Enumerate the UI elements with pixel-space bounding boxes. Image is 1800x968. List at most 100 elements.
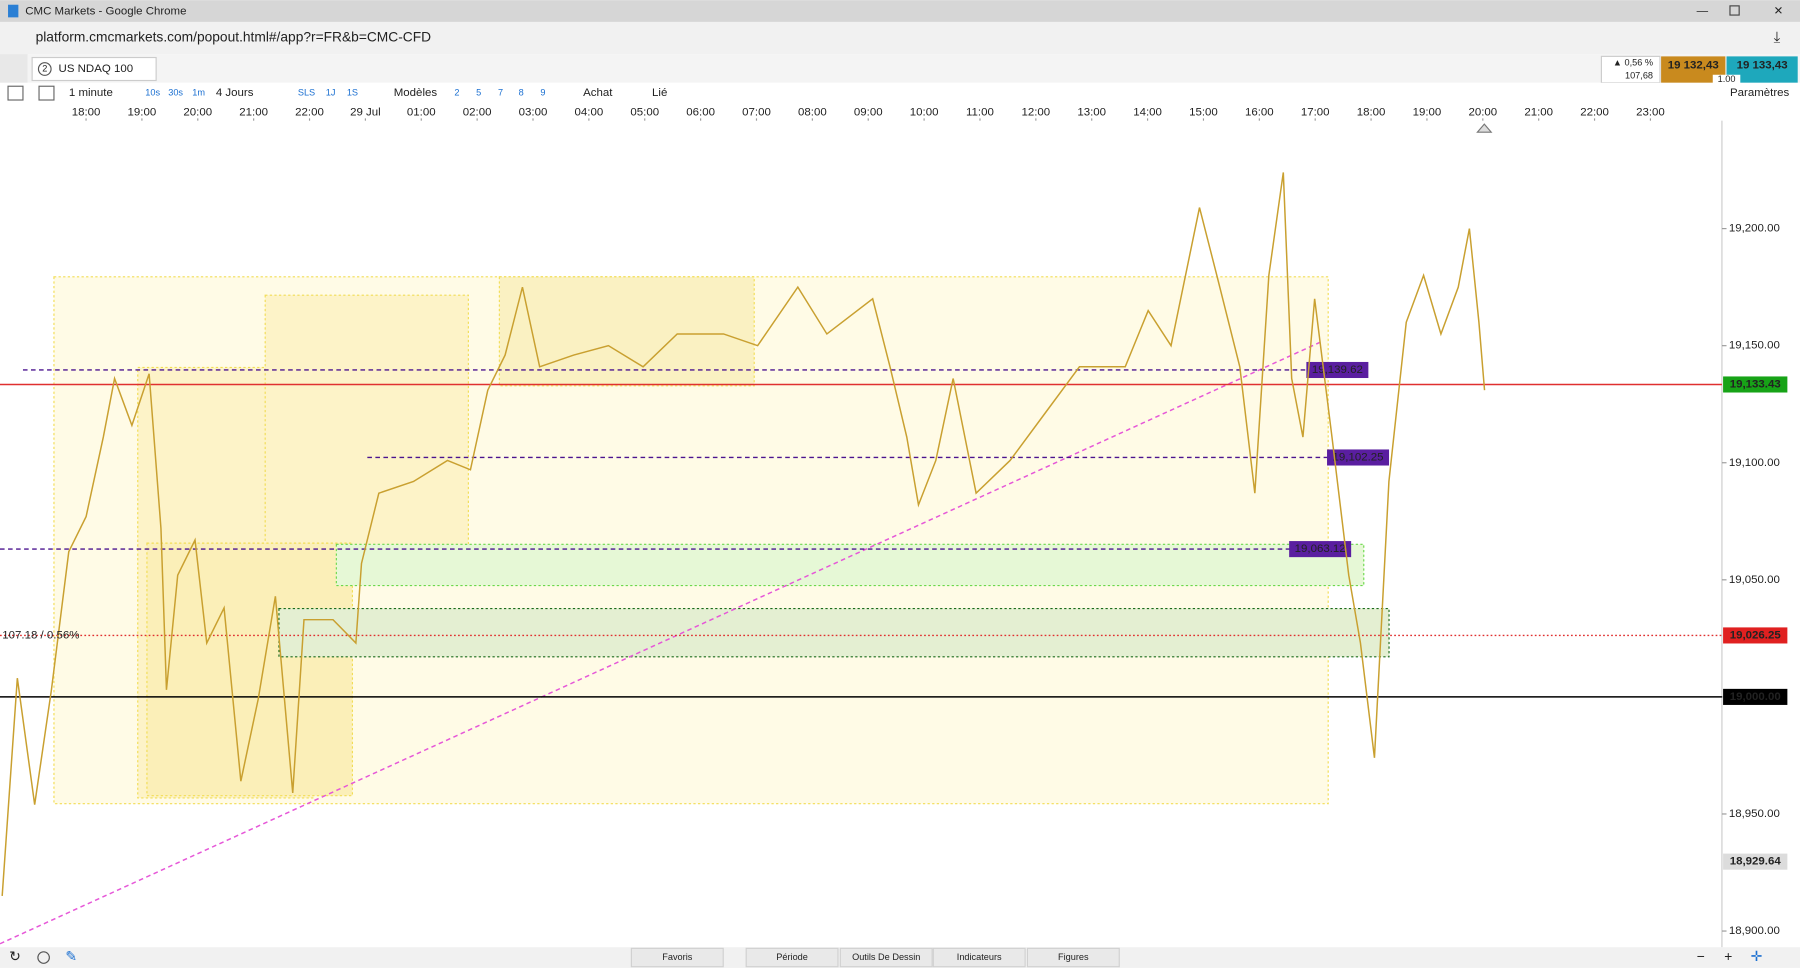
tab[interactable] bbox=[1026, 947, 1120, 968]
buy-price: 19 133,43 bbox=[1737, 60, 1788, 72]
tab-label[interactable]: Outils De Dessin bbox=[852, 952, 920, 962]
toolbar-button[interactable]: 8 bbox=[519, 88, 524, 98]
minimize[interactable]: — bbox=[1697, 6, 1709, 18]
interval[interactable]: 1 minute bbox=[69, 87, 113, 99]
toolbar-button[interactable]: 5 bbox=[476, 88, 481, 98]
x-tick-label: 15:00 bbox=[1189, 107, 1218, 119]
buy-mode[interactable]: Achat bbox=[583, 87, 613, 99]
tab-label[interactable]: Indicateurs bbox=[957, 952, 1002, 962]
link[interactable]: Lié bbox=[652, 87, 667, 99]
url[interactable]: platform.cmcmarkets.com/popout.html#/app… bbox=[36, 30, 432, 45]
toolbar-button[interactable]: SLS bbox=[298, 88, 315, 98]
toolbar-button[interactable]: 10s bbox=[145, 88, 160, 98]
tab[interactable] bbox=[745, 947, 839, 968]
toolbar-button[interactable]: 9 bbox=[540, 88, 545, 98]
list-icon[interactable] bbox=[7, 85, 24, 101]
y-tick-label: 18,900.00 bbox=[1729, 925, 1780, 937]
menu[interactable] bbox=[0, 54, 28, 83]
change: ▲ 0,56 % bbox=[1613, 58, 1653, 68]
level-tag bbox=[1306, 361, 1369, 379]
instrument-number: 2 bbox=[42, 63, 47, 73]
x-tick-label: 10:00 bbox=[910, 107, 939, 119]
address-bar bbox=[0, 21, 1800, 55]
x-tick-label: 06:00 bbox=[686, 107, 715, 119]
templates[interactable]: Modèles bbox=[394, 87, 438, 99]
x-tick-label: 05:00 bbox=[630, 107, 659, 119]
period[interactable]: 4 Jours bbox=[216, 87, 254, 99]
level-tag-label: 19,102.25 bbox=[1333, 452, 1384, 464]
axis-marker-label: 18,929.64 bbox=[1730, 856, 1782, 868]
x-tick-label: 18:00 bbox=[72, 107, 101, 119]
x-tick-label: 09:00 bbox=[854, 107, 883, 119]
crosshair[interactable]: ✛ bbox=[1751, 949, 1763, 964]
price-axis bbox=[1721, 103, 1800, 948]
x-tick-label: 11:00 bbox=[966, 107, 994, 119]
x-tick-label: 03:00 bbox=[519, 107, 548, 119]
tab[interactable] bbox=[630, 947, 724, 968]
layout-icon[interactable] bbox=[38, 85, 55, 101]
chart-toolbar bbox=[0, 82, 1800, 104]
x-tick-label: 20:00 bbox=[183, 107, 212, 119]
toolbar-button[interactable]: 1S bbox=[347, 88, 358, 98]
toolbar-button[interactable]: 7 bbox=[498, 88, 503, 98]
axis-marker bbox=[1723, 688, 1788, 705]
level-tag bbox=[1289, 541, 1352, 558]
axis-marker-label: 19,026.25 bbox=[1730, 629, 1782, 641]
clear[interactable] bbox=[37, 951, 50, 964]
y-tick-label: 18,950.00 bbox=[1729, 808, 1780, 820]
axis-marker bbox=[1723, 627, 1788, 644]
y-tick-label: 19,150.00 bbox=[1729, 340, 1780, 352]
toolbar-button[interactable]: 1m bbox=[192, 88, 205, 98]
axis-marker-label: 19,000.00 bbox=[1730, 691, 1781, 703]
close[interactable]: ✕ bbox=[1774, 6, 1784, 18]
download[interactable]: ⤓ bbox=[1774, 29, 1781, 46]
x-tick-label: 14:00 bbox=[1133, 107, 1162, 119]
trend-line bbox=[0, 341, 1321, 945]
toolbar-button[interactable]: 2 bbox=[454, 88, 459, 98]
axis-marker-label: 19,133.43 bbox=[1730, 379, 1781, 391]
toolbar-button[interactable]: 1J bbox=[326, 88, 336, 98]
level-tag bbox=[1327, 449, 1390, 466]
zoom-out[interactable]: − bbox=[1697, 949, 1705, 964]
spread-box bbox=[1712, 74, 1741, 84]
instrument-name: US NDAQ 100 bbox=[59, 63, 134, 75]
instrument-badge bbox=[37, 62, 52, 76]
x-tick-label: 21:00 bbox=[1524, 107, 1553, 119]
x-tick-label: 01:00 bbox=[407, 107, 436, 119]
zone bbox=[335, 543, 1365, 587]
tab-label[interactable]: Favoris bbox=[662, 952, 692, 962]
tab-label[interactable]: Période bbox=[776, 952, 808, 962]
change-points: 107,68 bbox=[1625, 70, 1653, 80]
restore[interactable] bbox=[1729, 5, 1740, 16]
tab-label[interactable]: Figures bbox=[1058, 952, 1089, 962]
zone bbox=[278, 607, 1390, 658]
x-tick-label: 02:00 bbox=[463, 107, 492, 119]
settings[interactable]: Paramètres bbox=[1730, 87, 1790, 99]
x-tick-label: 29 Jul bbox=[350, 107, 381, 119]
x-tick-label: 12:00 bbox=[1021, 107, 1050, 119]
instrument-tab[interactable] bbox=[31, 56, 157, 82]
app-icon bbox=[8, 4, 19, 18]
x-tick-label: 19:00 bbox=[128, 107, 157, 119]
change-label: 107.18 / 0.56% bbox=[2, 629, 79, 641]
tab[interactable] bbox=[932, 947, 1026, 968]
draw-tool[interactable]: ✎ bbox=[65, 949, 77, 964]
x-tick-label: 22:00 bbox=[295, 107, 324, 119]
zones bbox=[53, 276, 1390, 805]
y-tick-label: 19,100.00 bbox=[1729, 457, 1780, 469]
price-series bbox=[1, 172, 1486, 896]
toolbar-button[interactable]: 30s bbox=[168, 88, 183, 98]
zoom-in[interactable]: + bbox=[1724, 949, 1732, 964]
window-title: CMC Markets - Google Chrome bbox=[25, 6, 186, 18]
x-tick-label: 08:00 bbox=[798, 107, 827, 119]
x-tick-label: 23:00 bbox=[1636, 107, 1665, 119]
toolbar bbox=[0, 54, 1800, 83]
tab[interactable] bbox=[839, 947, 933, 968]
x-tick-label: 18:00 bbox=[1357, 107, 1386, 119]
sell-price: 19 132,43 bbox=[1668, 60, 1719, 72]
level-tag-label: 19,139.62 bbox=[1312, 364, 1363, 376]
zone bbox=[146, 542, 353, 797]
refresh[interactable]: ↻ bbox=[9, 949, 21, 964]
time-marker bbox=[1476, 123, 1493, 133]
